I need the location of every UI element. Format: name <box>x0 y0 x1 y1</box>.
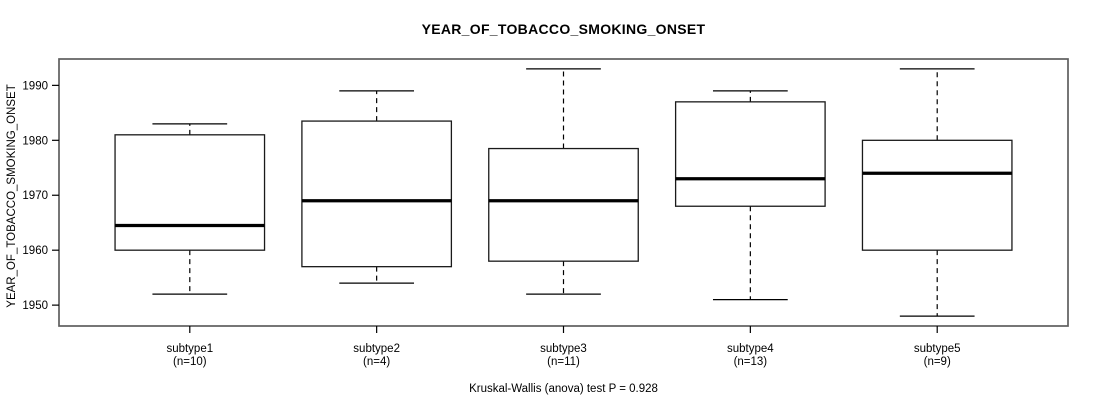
boxplot-group-subtype1: subtype1(n=10) <box>114 123 266 368</box>
y-tick-label: 1950 <box>22 300 48 312</box>
y-tick-label: 1990 <box>22 80 48 92</box>
iqr-box <box>674 101 826 207</box>
iqr-box <box>114 134 266 251</box>
x-group-label: subtype5 <box>914 343 961 355</box>
y-tick-label: 1960 <box>22 245 48 257</box>
x-group-n-label: (n=13) <box>734 356 768 368</box>
boxplot-group-subtype2: subtype2(n=4) <box>301 90 453 368</box>
boxplot-group-subtype5: subtype5(n=9) <box>861 68 1013 368</box>
x-group-label: subtype4 <box>727 343 774 355</box>
x-group-label: subtype1 <box>166 343 213 355</box>
y-tick-label: 1970 <box>22 190 48 202</box>
iqr-box <box>861 139 1013 251</box>
y-tick-label: 1980 <box>22 135 48 147</box>
x-group-n-label: (n=10) <box>173 356 207 368</box>
x-group-label: subtype3 <box>540 343 587 355</box>
boxplot-group-subtype4: subtype4(n=13) <box>674 90 826 368</box>
iqr-box <box>488 147 639 262</box>
chart-title: YEAR_OF_TOBACCO_SMOKING_ONSET <box>421 21 706 37</box>
x-group-n-label: (n=11) <box>547 356 580 368</box>
stat-test-caption: Kruskal-Wallis (anova) test P = 0.928 <box>469 383 658 395</box>
boxplot-group-subtype3: subtype3(n=11) <box>488 68 639 368</box>
x-group-n-label: (n=9) <box>924 356 951 368</box>
iqr-box <box>301 120 453 268</box>
x-group-n-label: (n=4) <box>363 356 390 368</box>
x-group-label: subtype2 <box>353 343 400 355</box>
